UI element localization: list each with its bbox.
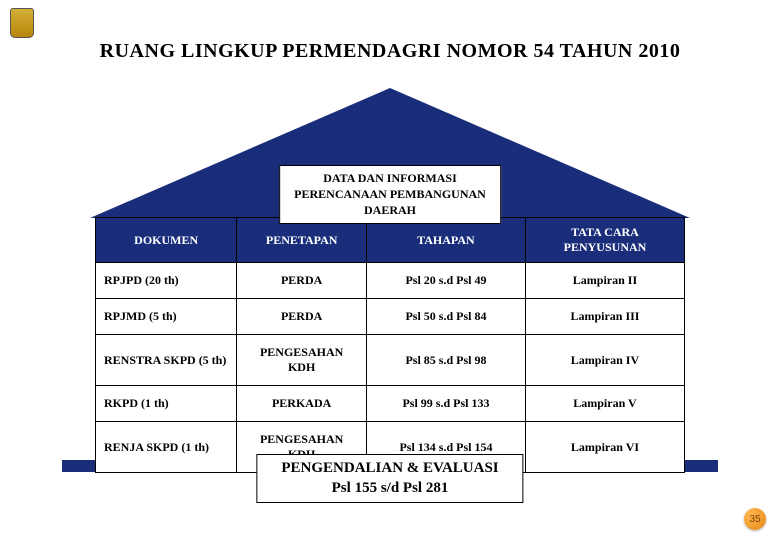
cell-tatacara: Lampiran V (525, 386, 684, 422)
roof-label: DATA DAN INFORMASI PERENCANAAN PEMBANGUN… (279, 165, 501, 224)
cell-tatacara: Lampiran VI (525, 422, 684, 473)
logo-badge (10, 8, 34, 38)
cell-dokumen: RKPD (1 th) (96, 386, 237, 422)
cell-penetapan: PERDA (237, 263, 367, 299)
slide-title: RUANG LINGKUP PERMENDAGRI NOMOR 54 TAHUN… (0, 40, 780, 63)
roof-line2: PERENCANAAN PEMBANGUNAN (294, 187, 486, 201)
page-number: 35 (749, 514, 760, 525)
cell-dokumen: RPJMD (5 th) (96, 299, 237, 335)
cell-tatacara: Lampiran III (525, 299, 684, 335)
cell-penetapan: PENGESAHAN KDH (237, 335, 367, 386)
page-number-badge: 35 (744, 508, 766, 530)
cell-dokumen: RPJPD (20 th) (96, 263, 237, 299)
table-row: RKPD (1 th) PERKADA Psl 99 s.d Psl 133 L… (96, 386, 685, 422)
cell-tatacara: Lampiran II (525, 263, 684, 299)
cell-dokumen: RENJA SKPD (1 th) (96, 422, 237, 473)
cell-dokumen: RENSTRA SKPD (5 th) (96, 335, 237, 386)
footer-label: PENGENDALIAN & EVALUASI Psl 155 s/d Psl … (256, 454, 523, 503)
table-row: RPJPD (20 th) PERDA Psl 20 s.d Psl 49 La… (96, 263, 685, 299)
scope-table: DOKUMEN PENETAPAN TAHAPAN TATA CARA PENY… (95, 217, 685, 473)
footer-line1: PENGENDALIAN & EVALUASI (281, 460, 498, 476)
cell-penetapan: PERDA (237, 299, 367, 335)
cell-tahapan: Psl 20 s.d Psl 49 (366, 263, 525, 299)
table-row: RENSTRA SKPD (5 th) PENGESAHAN KDH Psl 8… (96, 335, 685, 386)
footer-line2: Psl 155 s/d Psl 281 (332, 480, 449, 496)
main-table-container: DOKUMEN PENETAPAN TAHAPAN TATA CARA PENY… (95, 217, 685, 473)
cell-tatacara: Lampiran IV (525, 335, 684, 386)
roof-line1: DATA DAN INFORMASI (323, 171, 457, 185)
roof-line3: DAERAH (364, 203, 416, 217)
cell-tahapan: Psl 50 s.d Psl 84 (366, 299, 525, 335)
table-row: RPJMD (5 th) PERDA Psl 50 s.d Psl 84 Lam… (96, 299, 685, 335)
header-tatacara: TATA CARA PENYUSUNAN (525, 218, 684, 263)
header-dokumen: DOKUMEN (96, 218, 237, 263)
table-header-row: DOKUMEN PENETAPAN TAHAPAN TATA CARA PENY… (96, 218, 685, 263)
cell-penetapan: PERKADA (237, 386, 367, 422)
cell-tahapan: Psl 99 s.d Psl 133 (366, 386, 525, 422)
header-penetapan: PENETAPAN (237, 218, 367, 263)
header-tahapan: TAHAPAN (366, 218, 525, 263)
cell-tahapan: Psl 85 s.d Psl 98 (366, 335, 525, 386)
